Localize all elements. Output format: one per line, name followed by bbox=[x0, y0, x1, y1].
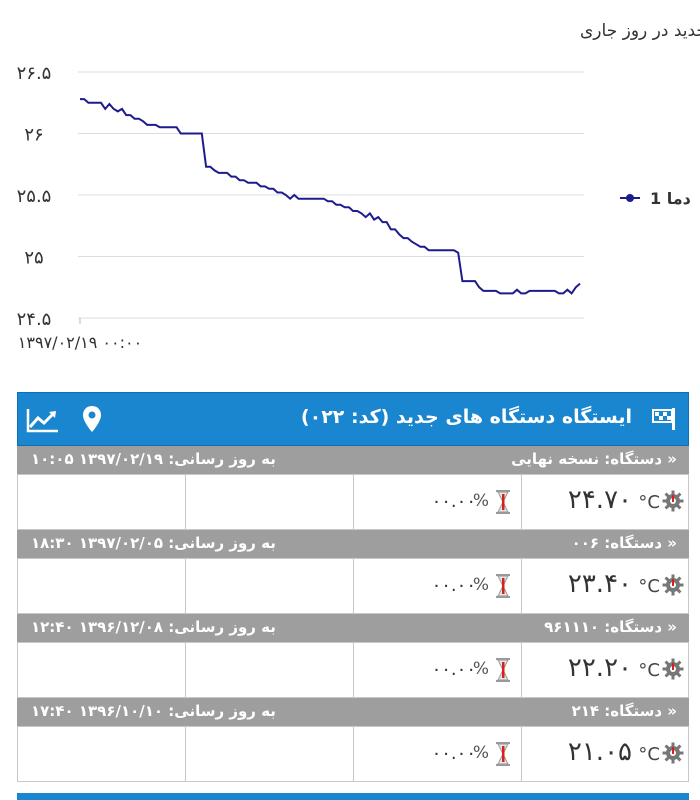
device-readings: % ۰۰.۰۰ °C ۲۲.۲۰ bbox=[17, 642, 689, 698]
humidity-value: ۰۰.۰۰ bbox=[431, 491, 476, 512]
device-header[interactable]: « دستگاه: ۰۰۶ به روز رسانی: ۱۳۹۷/۰۲/۰۵ ۱۸… bbox=[17, 530, 689, 558]
last-update: به روز رسانی: ۱۳۹۶/۱۰/۱۰ ۱۷:۴۰ bbox=[31, 702, 276, 720]
map-pin-icon[interactable] bbox=[82, 405, 102, 433]
hourglass-icon bbox=[496, 490, 510, 514]
legend-label[interactable]: دما 1 bbox=[650, 189, 691, 208]
temperature-value: ۲۳.۴۰ bbox=[567, 569, 632, 599]
device-readings: % ۰۰.۰۰ °C ۲۳.۴۰ bbox=[17, 558, 689, 614]
last-update: به روز رسانی: ۱۳۹۶/۱۲/۰۸ ۱۲:۴۰ bbox=[31, 618, 276, 636]
humidity-value: ۰۰.۰۰ bbox=[431, 659, 476, 680]
series-line bbox=[80, 98, 581, 295]
humidity-unit: % bbox=[472, 575, 489, 595]
y-tick-label: ۲۶.۵ bbox=[17, 63, 52, 84]
device-row: « دستگاه: نسخه نهایی به روز رسانی: ۱۳۹۷/۰… bbox=[17, 446, 689, 530]
empty-cell bbox=[186, 727, 354, 781]
humidity-cell: % ۰۰.۰۰ bbox=[354, 727, 522, 781]
temperature-cell: °C ۲۱.۰۵ bbox=[522, 727, 688, 781]
device-header[interactable]: « دستگاه: نسخه نهایی به روز رسانی: ۱۳۹۷/۰… bbox=[17, 446, 689, 474]
device-header[interactable]: « دستگاه: ۹۶۱۱۱۰ به روز رسانی: ۱۳۹۶/۱۲/۰۸… bbox=[17, 614, 689, 642]
panel-header: ایستگاه دستگاه های جدید (کد: ۰۲۲) bbox=[17, 392, 689, 446]
device-name[interactable]: « دستگاه: ۰۰۶ bbox=[571, 534, 677, 552]
gear-icon bbox=[662, 490, 684, 512]
empty-cell bbox=[18, 727, 186, 781]
chart-title: گزارش آمپر ایستگاه دستگاه های جدید در رو… bbox=[580, 19, 700, 41]
empty-cell bbox=[18, 559, 186, 613]
humidity-unit: % bbox=[472, 743, 489, 763]
y-tick-label: ۲۶ bbox=[24, 125, 43, 146]
temperature-value: ۲۲.۲۰ bbox=[567, 653, 632, 683]
y-tick-label: ۲۵.۵ bbox=[17, 186, 52, 207]
device-readings: % ۰۰.۰۰ °C ۲۱.۰۵ bbox=[17, 726, 689, 782]
last-update: به روز رسانی: ۱۳۹۷/۰۲/۰۵ ۱۸:۳۰ bbox=[31, 534, 276, 552]
gear-icon bbox=[662, 658, 684, 680]
line-chart-icon[interactable] bbox=[26, 407, 60, 433]
device-name[interactable]: « دستگاه: ۲۱۴ bbox=[571, 702, 677, 720]
temperature-unit: °C bbox=[638, 744, 660, 765]
x-tick-label: ۱۳۹۷/۰۲/۱۹ ۰۰:۰۰ bbox=[18, 333, 142, 352]
device-readings: % ۰۰.۰۰ °C ۲۴.۷۰ bbox=[17, 474, 689, 530]
humidity-cell: % ۰۰.۰۰ bbox=[354, 559, 522, 613]
flag-icon bbox=[652, 408, 675, 430]
hourglass-icon bbox=[496, 658, 510, 682]
hourglass-icon bbox=[496, 574, 510, 598]
temperature-value: ۲۴.۷۰ bbox=[567, 485, 632, 515]
temperature-cell: °C ۲۴.۷۰ bbox=[522, 475, 688, 529]
humidity-unit: % bbox=[472, 491, 489, 511]
y-tick-label: ۲۴.۵ bbox=[17, 309, 52, 330]
device-row: « دستگاه: ۹۶۱۱۱۰ به روز رسانی: ۱۳۹۶/۱۲/۰۸… bbox=[17, 614, 689, 698]
temperature-unit: °C bbox=[638, 576, 660, 597]
gear-icon bbox=[662, 574, 684, 596]
empty-cell bbox=[186, 643, 354, 697]
hourglass-icon bbox=[496, 742, 510, 766]
humidity-value: ۰۰.۰۰ bbox=[431, 743, 476, 764]
humidity-cell: % ۰۰.۰۰ bbox=[354, 475, 522, 529]
temperature-cell: °C ۲۲.۲۰ bbox=[522, 643, 688, 697]
device-name[interactable]: « دستگاه: ۹۶۱۱۱۰ bbox=[544, 618, 677, 636]
gear-icon bbox=[662, 742, 684, 764]
temperature-value: ۲۱.۰۵ bbox=[567, 737, 632, 767]
temperature-unit: °C bbox=[638, 660, 660, 681]
empty-cell bbox=[18, 643, 186, 697]
humidity-value: ۰۰.۰۰ bbox=[431, 575, 476, 596]
last-update: به روز رسانی: ۱۳۹۷/۰۲/۱۹ ۱۰:۰۵ bbox=[31, 450, 276, 468]
humidity-cell: % ۰۰.۰۰ bbox=[354, 643, 522, 697]
device-row: « دستگاه: ۰۰۶ به روز رسانی: ۱۳۹۷/۰۲/۰۵ ۱۸… bbox=[17, 530, 689, 614]
panel-title: ایستگاه دستگاه های جدید (کد: ۰۲۲) bbox=[300, 406, 632, 428]
temperature-unit: °C bbox=[638, 492, 660, 513]
legend-marker bbox=[626, 194, 634, 202]
device-row: « دستگاه: ۲۱۴ به روز رسانی: ۱۳۹۶/۱۰/۱۰ ۱۷… bbox=[17, 698, 689, 782]
next-panel-header bbox=[17, 793, 689, 800]
empty-cell bbox=[186, 559, 354, 613]
temperature-line-chart: گزارش آمپر ایستگاه دستگاه های جدید در رو… bbox=[17, 19, 700, 352]
humidity-unit: % bbox=[472, 659, 489, 679]
empty-cell bbox=[186, 475, 354, 529]
empty-cell bbox=[18, 475, 186, 529]
station-panel: ایستگاه دستگاه های جدید (کد: ۰۲۲) « دستگ… bbox=[17, 392, 689, 800]
y-tick-label: ۲۵ bbox=[24, 248, 43, 269]
device-name[interactable]: « دستگاه: نسخه نهایی bbox=[511, 450, 677, 468]
device-header[interactable]: « دستگاه: ۲۱۴ به روز رسانی: ۱۳۹۶/۱۰/۱۰ ۱۷… bbox=[17, 698, 689, 726]
temperature-cell: °C ۲۳.۴۰ bbox=[522, 559, 688, 613]
